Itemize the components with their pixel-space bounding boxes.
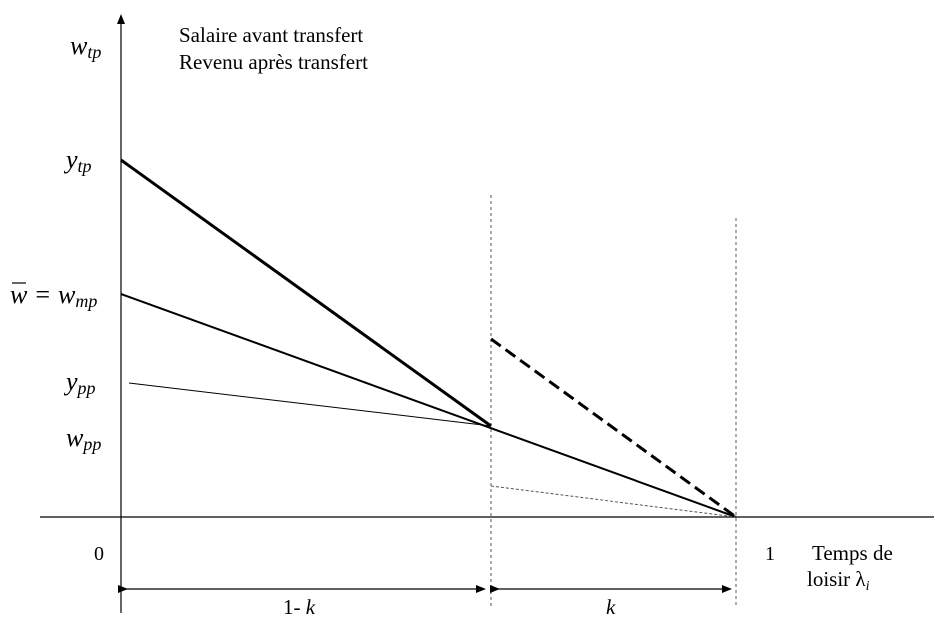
label-w-tp: wtp — [70, 31, 101, 62]
interval-label-k: k — [606, 595, 616, 619]
label-y-tp: ytp — [63, 145, 92, 176]
y-axis-title-line-2: Revenu après transfert — [179, 50, 368, 74]
label-origin: 0 — [94, 543, 104, 565]
label-one: 1 — [765, 543, 775, 565]
line-w-mp — [120, 293, 737, 518]
y-axis-title-line-1: Salaire avant transfert — [179, 23, 363, 47]
line-k-dotted — [490, 485, 737, 518]
label-y-pp: ypp — [63, 367, 96, 398]
line-y-tp — [120, 158, 492, 428]
line-transfer-dashed — [490, 337, 737, 519]
interval-label-1-minus-k: 1- k — [283, 595, 316, 619]
label-w-bar-equals-w-mp: w = wmp — [10, 280, 97, 311]
label-w-pp: wpp — [66, 423, 101, 454]
x-axis-title-line-1: Temps de — [812, 541, 893, 565]
x-axis-title-line-2: loisir λi — [807, 567, 870, 594]
svg-text:w=wmp: w = wmp — [10, 280, 97, 311]
line-y-pp — [128, 382, 492, 427]
